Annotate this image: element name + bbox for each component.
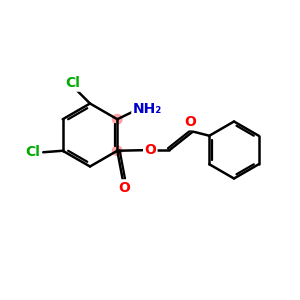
Circle shape — [112, 146, 122, 155]
Text: NH₂: NH₂ — [133, 102, 162, 116]
Text: Cl: Cl — [25, 145, 40, 159]
Text: O: O — [118, 181, 130, 195]
Circle shape — [112, 114, 122, 124]
Text: O: O — [184, 115, 196, 129]
Text: O: O — [144, 143, 156, 157]
Text: Cl: Cl — [65, 76, 80, 90]
